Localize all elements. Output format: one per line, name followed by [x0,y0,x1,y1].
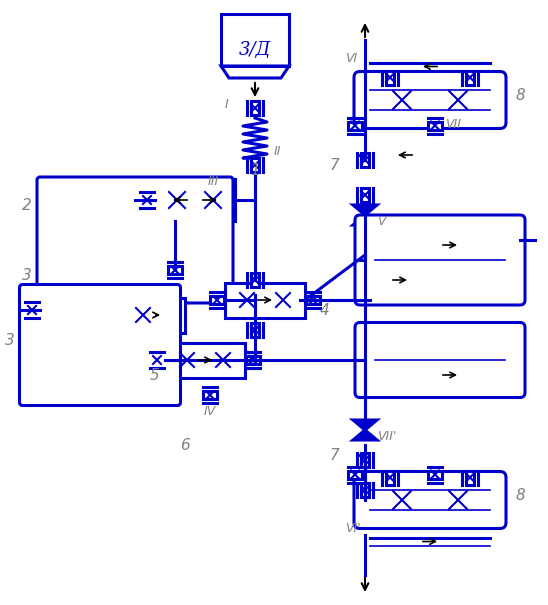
Text: IV: IV [204,405,216,418]
Bar [251,273,259,287]
Text: V: V [377,215,385,228]
Polygon shape [353,420,377,430]
Bar [203,391,217,399]
Text: VI': VI' [345,523,361,535]
Bar [361,188,369,202]
Bar [361,453,369,467]
Text: III: III [207,175,219,188]
Bar [251,323,259,337]
Text: 2: 2 [22,198,32,213]
Text: 1: 1 [250,163,260,178]
FancyBboxPatch shape [37,177,233,303]
Polygon shape [353,215,377,225]
Text: 4: 4 [320,303,330,318]
Bar [221,14,289,66]
Polygon shape [353,205,377,215]
Bar [428,471,442,479]
Bar [246,356,260,364]
Bar [386,471,394,485]
Text: VI: VI [345,53,357,65]
Bar [150,356,164,364]
Bar [306,296,320,304]
Bar [361,153,369,167]
Text: 8: 8 [515,488,525,503]
Text: I: I [225,98,229,111]
Text: 3/Д: 3/Д [239,41,271,59]
Bar [386,71,394,85]
Bar [210,296,224,304]
Bar [251,158,259,172]
FancyBboxPatch shape [355,215,525,305]
Polygon shape [353,430,377,440]
Bar [25,306,39,314]
Bar [251,101,259,115]
Text: VII': VII' [377,430,396,443]
FancyBboxPatch shape [354,471,506,529]
Bar [155,179,235,221]
Bar [348,122,362,129]
Bar [125,298,185,333]
Bar [466,471,474,485]
Bar [165,342,245,378]
FancyBboxPatch shape [20,284,180,405]
Bar [168,266,182,274]
FancyBboxPatch shape [354,71,506,128]
Text: 8: 8 [515,88,525,103]
Bar [140,196,154,204]
Text: 7: 7 [330,158,340,173]
Bar [361,483,369,497]
Text: VII: VII [445,117,461,131]
Text: II: II [273,145,281,158]
Text: 3: 3 [4,333,14,348]
Bar [225,283,305,318]
Bar [466,71,474,85]
Text: 5: 5 [150,368,160,383]
Bar [428,122,442,129]
Text: 7: 7 [330,448,340,463]
Text: 3: 3 [22,268,32,283]
Bar [348,471,362,479]
FancyBboxPatch shape [355,322,525,397]
Bar [246,356,260,364]
Text: 6: 6 [180,438,190,453]
